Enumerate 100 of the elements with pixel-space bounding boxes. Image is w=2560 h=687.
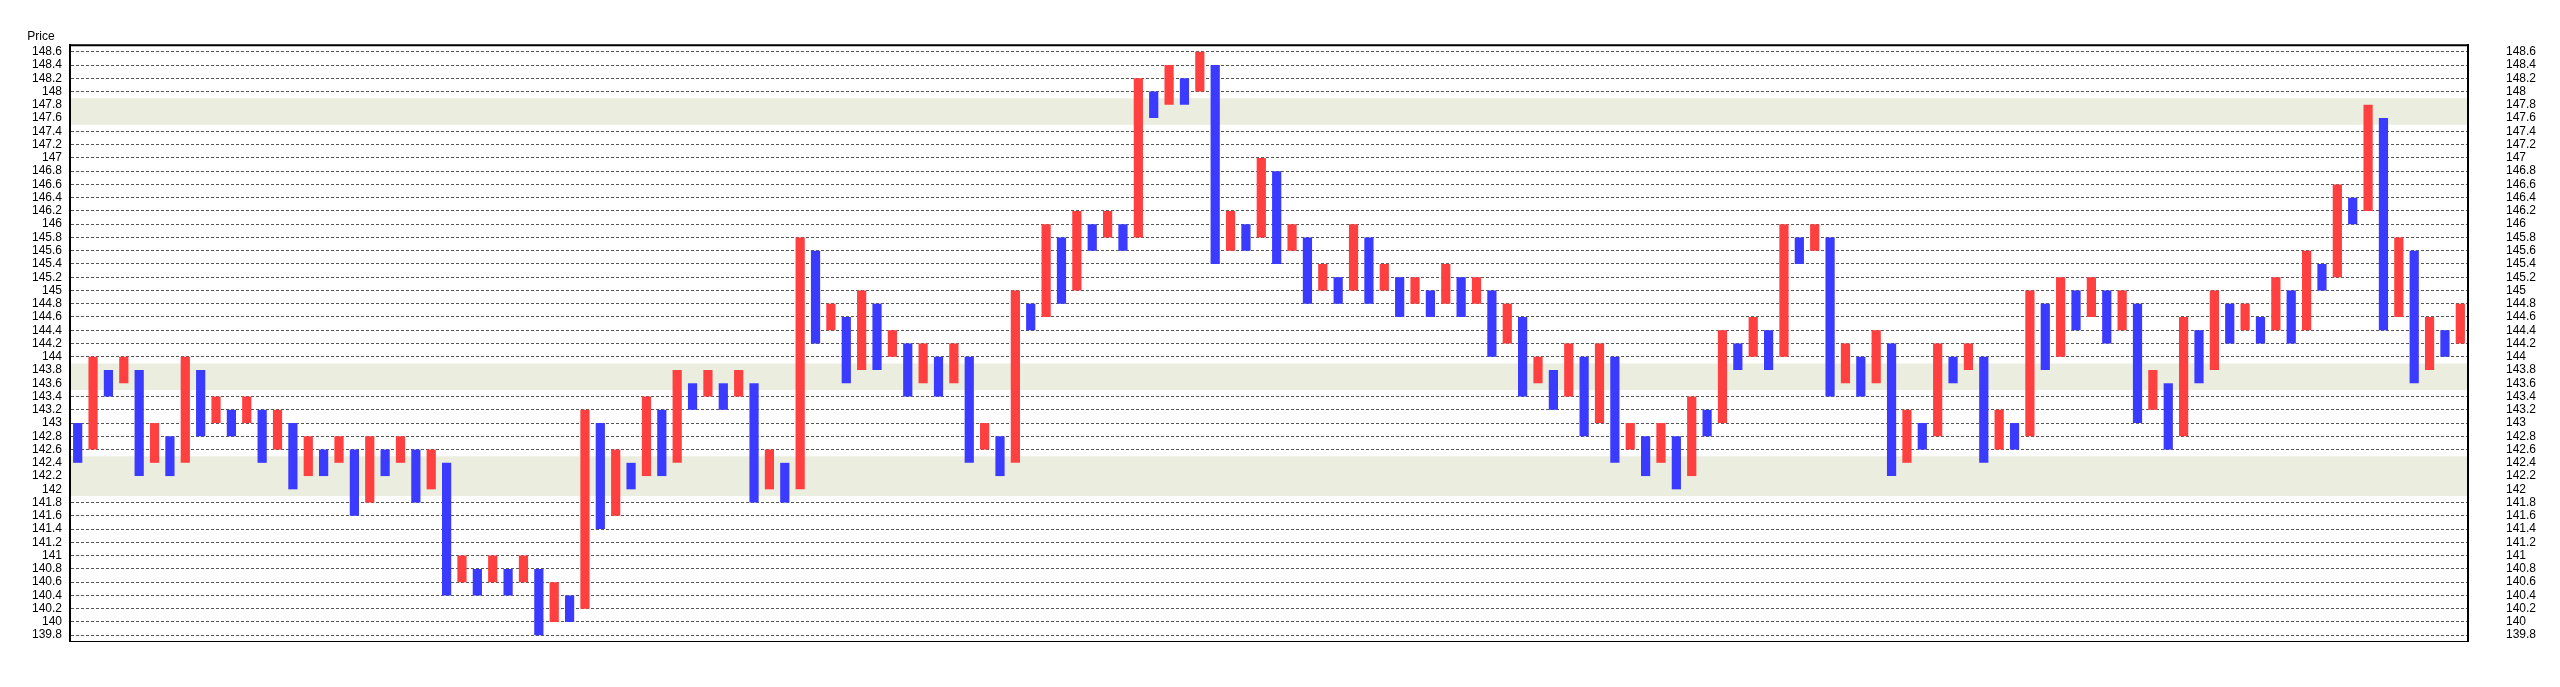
bar [1840,343,1851,384]
bar [580,409,590,609]
bar [1348,224,1359,291]
bar [303,436,313,477]
y-tick-label: 144.4 [31,322,63,337]
bar [103,370,114,397]
bar [1133,78,1143,238]
y-tick-label: 146.4 [31,189,63,204]
bar [88,356,98,450]
bar [1395,277,1405,317]
y2-tick-label: 148.4 [2506,57,2537,72]
bar [2363,104,2373,211]
bar [841,316,851,384]
bar [180,356,190,463]
y2-tick-label: 140.8 [2506,561,2537,576]
y2-tick-label: 140.2 [2506,600,2537,615]
y2-tick-label: 140 [2506,614,2527,629]
bar [257,409,267,463]
y2-tick-label: 145.2 [2506,269,2537,284]
bar [2009,423,2020,450]
bar [1118,224,1128,251]
bar [1564,343,1574,397]
y2-tick-label: 146.6 [2506,176,2537,191]
y2-tick-label: 146.2 [2506,203,2537,218]
bar [1671,436,1681,490]
bar [1471,277,1482,304]
bar [933,356,944,397]
y-tick-label: 145.8 [31,229,63,244]
bar [503,568,513,596]
bar [165,436,175,477]
bar [2071,290,2081,331]
y-tick-label: 147.6 [31,110,63,125]
bar [949,343,959,384]
bar [196,370,206,437]
y2-tick-label: 142 [2506,481,2527,496]
bar [703,370,713,397]
bar [1748,316,1758,357]
bar [1149,91,1159,119]
bar [1794,237,1804,264]
bar [488,555,498,583]
bar [1579,356,1589,437]
y-tick-label: 141.6 [31,508,63,523]
y-tick-label: 146.8 [31,163,63,178]
bar [641,396,652,477]
bar [2117,290,2127,331]
bar [2025,290,2035,437]
bar [288,423,298,490]
y2-tick-label: 140.4 [2506,587,2537,602]
bar [1410,277,1420,304]
y2-tick-label: 142.2 [2506,468,2537,483]
bar [226,409,237,437]
bar [457,555,467,583]
bar [1687,396,1697,477]
y2-tick-label: 140.6 [2506,574,2537,589]
bar [2440,330,2450,357]
y2-tick-label: 146 [2506,216,2527,231]
bar [1625,423,1635,450]
y-tick-label: 143 [41,415,63,430]
bar [472,568,482,596]
bar [1087,224,1097,251]
bar [1425,290,1436,317]
y2-tick-label: 145.4 [2506,256,2537,271]
y2-tick-label: 143.8 [2506,362,2537,377]
y2-tick-label: 141.4 [2506,521,2537,536]
bar [365,436,375,503]
bar [2056,277,2066,357]
bar [1856,356,1866,397]
y2-tick-label: 145.8 [2506,229,2537,244]
y-tick-label: 148 [41,83,63,98]
y-tick-label: 140.4 [31,587,63,602]
y-tick-label: 148.6 [31,44,63,59]
y2-tick-label: 144.4 [2506,322,2537,337]
y-tick-label: 143.4 [31,388,63,403]
bar [211,396,221,424]
bar [672,370,682,463]
bar [119,356,129,384]
y-tick-label: 147.4 [31,123,63,138]
bar [426,449,436,490]
y2-tick-label: 145.6 [2506,243,2537,258]
y2-tick-label: 144.6 [2506,309,2537,324]
bar [2148,370,2158,410]
y2-tick-label: 148.6 [2506,44,2537,59]
bar [349,449,359,516]
bar [334,436,344,463]
bar [810,250,821,344]
bar [780,462,790,503]
bar [887,330,897,357]
bar [903,343,913,397]
y2-tick-label: 147.4 [2506,123,2537,138]
bar [1733,343,1743,371]
bar [611,449,621,516]
bar [1441,263,1451,304]
y-tick-label: 141.4 [31,521,63,536]
bar [1041,224,1051,317]
y-tick-label: 140.8 [31,561,63,576]
y2-tick-label: 144.2 [2506,335,2537,350]
y-axis-title: Price [27,28,55,43]
bar [2255,316,2266,344]
y-tick-label: 141 [41,547,63,562]
y2-tick-label: 141.6 [2506,508,2537,523]
